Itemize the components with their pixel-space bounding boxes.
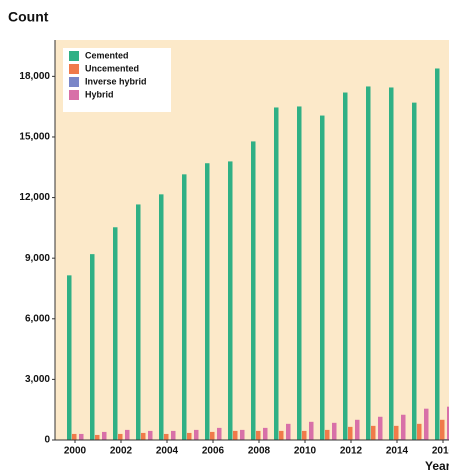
legend-label: Hybrid <box>85 89 114 99</box>
bar <box>412 102 417 441</box>
legend-label: Cemented <box>85 50 129 60</box>
bar <box>424 408 429 440</box>
bar <box>263 427 268 440</box>
bar <box>279 430 284 440</box>
bar <box>378 416 383 440</box>
x-tick-label: 2016 <box>432 446 449 457</box>
bar <box>217 427 222 440</box>
legend-swatch <box>69 64 79 74</box>
bar <box>102 431 107 440</box>
y-tick-label: 12,000 <box>19 192 50 203</box>
x-tick-label: 2004 <box>156 446 179 457</box>
bar <box>286 423 291 440</box>
y-tick-label: 0 <box>44 435 50 446</box>
bar <box>118 433 123 440</box>
y-tick-label: 15,000 <box>19 132 50 143</box>
bar <box>343 92 348 440</box>
x-tick-label: 2012 <box>340 446 363 457</box>
x-tick-label: 2002 <box>110 446 133 457</box>
y-axis-label: Count <box>8 9 49 25</box>
bar <box>79 433 84 440</box>
bar <box>90 254 95 440</box>
bar <box>240 429 245 440</box>
x-axis-label: Year <box>425 459 449 473</box>
bar <box>205 163 210 440</box>
bar <box>182 174 187 440</box>
bar <box>401 414 406 440</box>
bar <box>371 425 376 440</box>
bar <box>394 425 399 440</box>
bar <box>348 426 353 440</box>
y-tick-label: 9,000 <box>25 253 50 264</box>
bar <box>164 433 169 440</box>
legend-swatch <box>69 51 79 61</box>
bar <box>125 429 130 440</box>
bar <box>187 432 192 440</box>
bar <box>141 432 146 440</box>
bar <box>435 68 440 440</box>
x-tick-label: 2000 <box>64 446 87 457</box>
x-tick-label: 2014 <box>386 446 409 457</box>
bar <box>171 430 176 440</box>
bar <box>366 86 371 440</box>
legend-swatch <box>69 77 79 87</box>
legend-label: Inverse hybrid <box>85 76 147 86</box>
bar <box>320 115 325 441</box>
bar <box>113 227 118 440</box>
bar <box>194 429 199 440</box>
bar <box>148 430 153 440</box>
bar <box>274 107 279 441</box>
bar <box>325 429 330 440</box>
bar <box>159 194 164 440</box>
legend-box <box>63 48 171 112</box>
y-tick-label: 3,000 <box>25 374 50 385</box>
bar <box>389 87 394 441</box>
bar <box>95 434 100 440</box>
bar <box>136 204 141 440</box>
bar <box>355 419 360 440</box>
legend-label: Uncemented <box>85 63 139 73</box>
y-tick-label: 18,000 <box>19 71 50 82</box>
bar <box>440 419 445 440</box>
bar <box>256 430 261 440</box>
bar <box>233 430 238 440</box>
bar <box>332 422 337 440</box>
bar <box>297 106 302 440</box>
legend-swatch <box>69 90 79 100</box>
x-tick-label: 2010 <box>294 446 317 457</box>
bar <box>210 431 215 440</box>
bar <box>72 433 77 440</box>
bar <box>302 430 307 440</box>
x-tick-label: 2008 <box>248 446 271 457</box>
bar <box>67 275 72 440</box>
bar <box>228 161 233 441</box>
x-tick-label: 2006 <box>202 446 225 457</box>
bar <box>251 141 256 441</box>
y-tick-label: 6,000 <box>25 313 50 324</box>
bar <box>447 406 449 440</box>
bar <box>309 421 314 440</box>
bar <box>417 423 422 440</box>
